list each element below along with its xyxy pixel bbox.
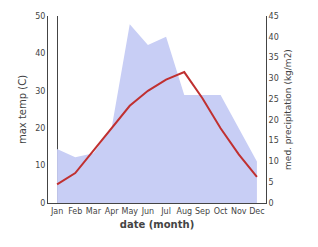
svg-text:Feb: Feb (68, 207, 82, 216)
svg-text:40: 40 (35, 49, 45, 58)
svg-text:Dec: Dec (249, 207, 264, 216)
svg-text:10: 10 (269, 157, 279, 166)
svg-text:med. precipitation (kg/m2): med. precipitation (kg/m2) (283, 49, 293, 170)
svg-text:30: 30 (35, 87, 45, 96)
svg-text:Sep: Sep (195, 207, 210, 216)
svg-text:45: 45 (269, 12, 279, 21)
svg-text:15: 15 (269, 136, 279, 145)
svg-text:35: 35 (269, 53, 279, 62)
svg-text:30: 30 (269, 74, 279, 83)
svg-text:Jan: Jan (50, 207, 63, 216)
svg-text:Jul: Jul (160, 207, 171, 216)
svg-text:Aug: Aug (176, 207, 192, 216)
svg-text:25: 25 (269, 95, 279, 104)
svg-text:May: May (121, 207, 138, 216)
svg-text:date (month): date (month) (120, 219, 194, 230)
svg-text:5: 5 (269, 178, 274, 187)
svg-text:10: 10 (35, 161, 45, 170)
svg-text:Apr: Apr (105, 207, 120, 216)
svg-text:Oct: Oct (214, 207, 228, 216)
svg-text:Nov: Nov (231, 207, 247, 216)
svg-text:0: 0 (269, 199, 274, 208)
svg-text:0: 0 (40, 199, 45, 208)
svg-text:Mar: Mar (86, 207, 102, 216)
svg-text:20: 20 (269, 116, 279, 125)
svg-text:40: 40 (269, 33, 279, 42)
svg-text:Jun: Jun (141, 207, 155, 216)
svg-text:20: 20 (35, 124, 45, 133)
svg-text:50: 50 (35, 12, 45, 21)
svg-text:max temp (C): max temp (C) (17, 75, 28, 144)
